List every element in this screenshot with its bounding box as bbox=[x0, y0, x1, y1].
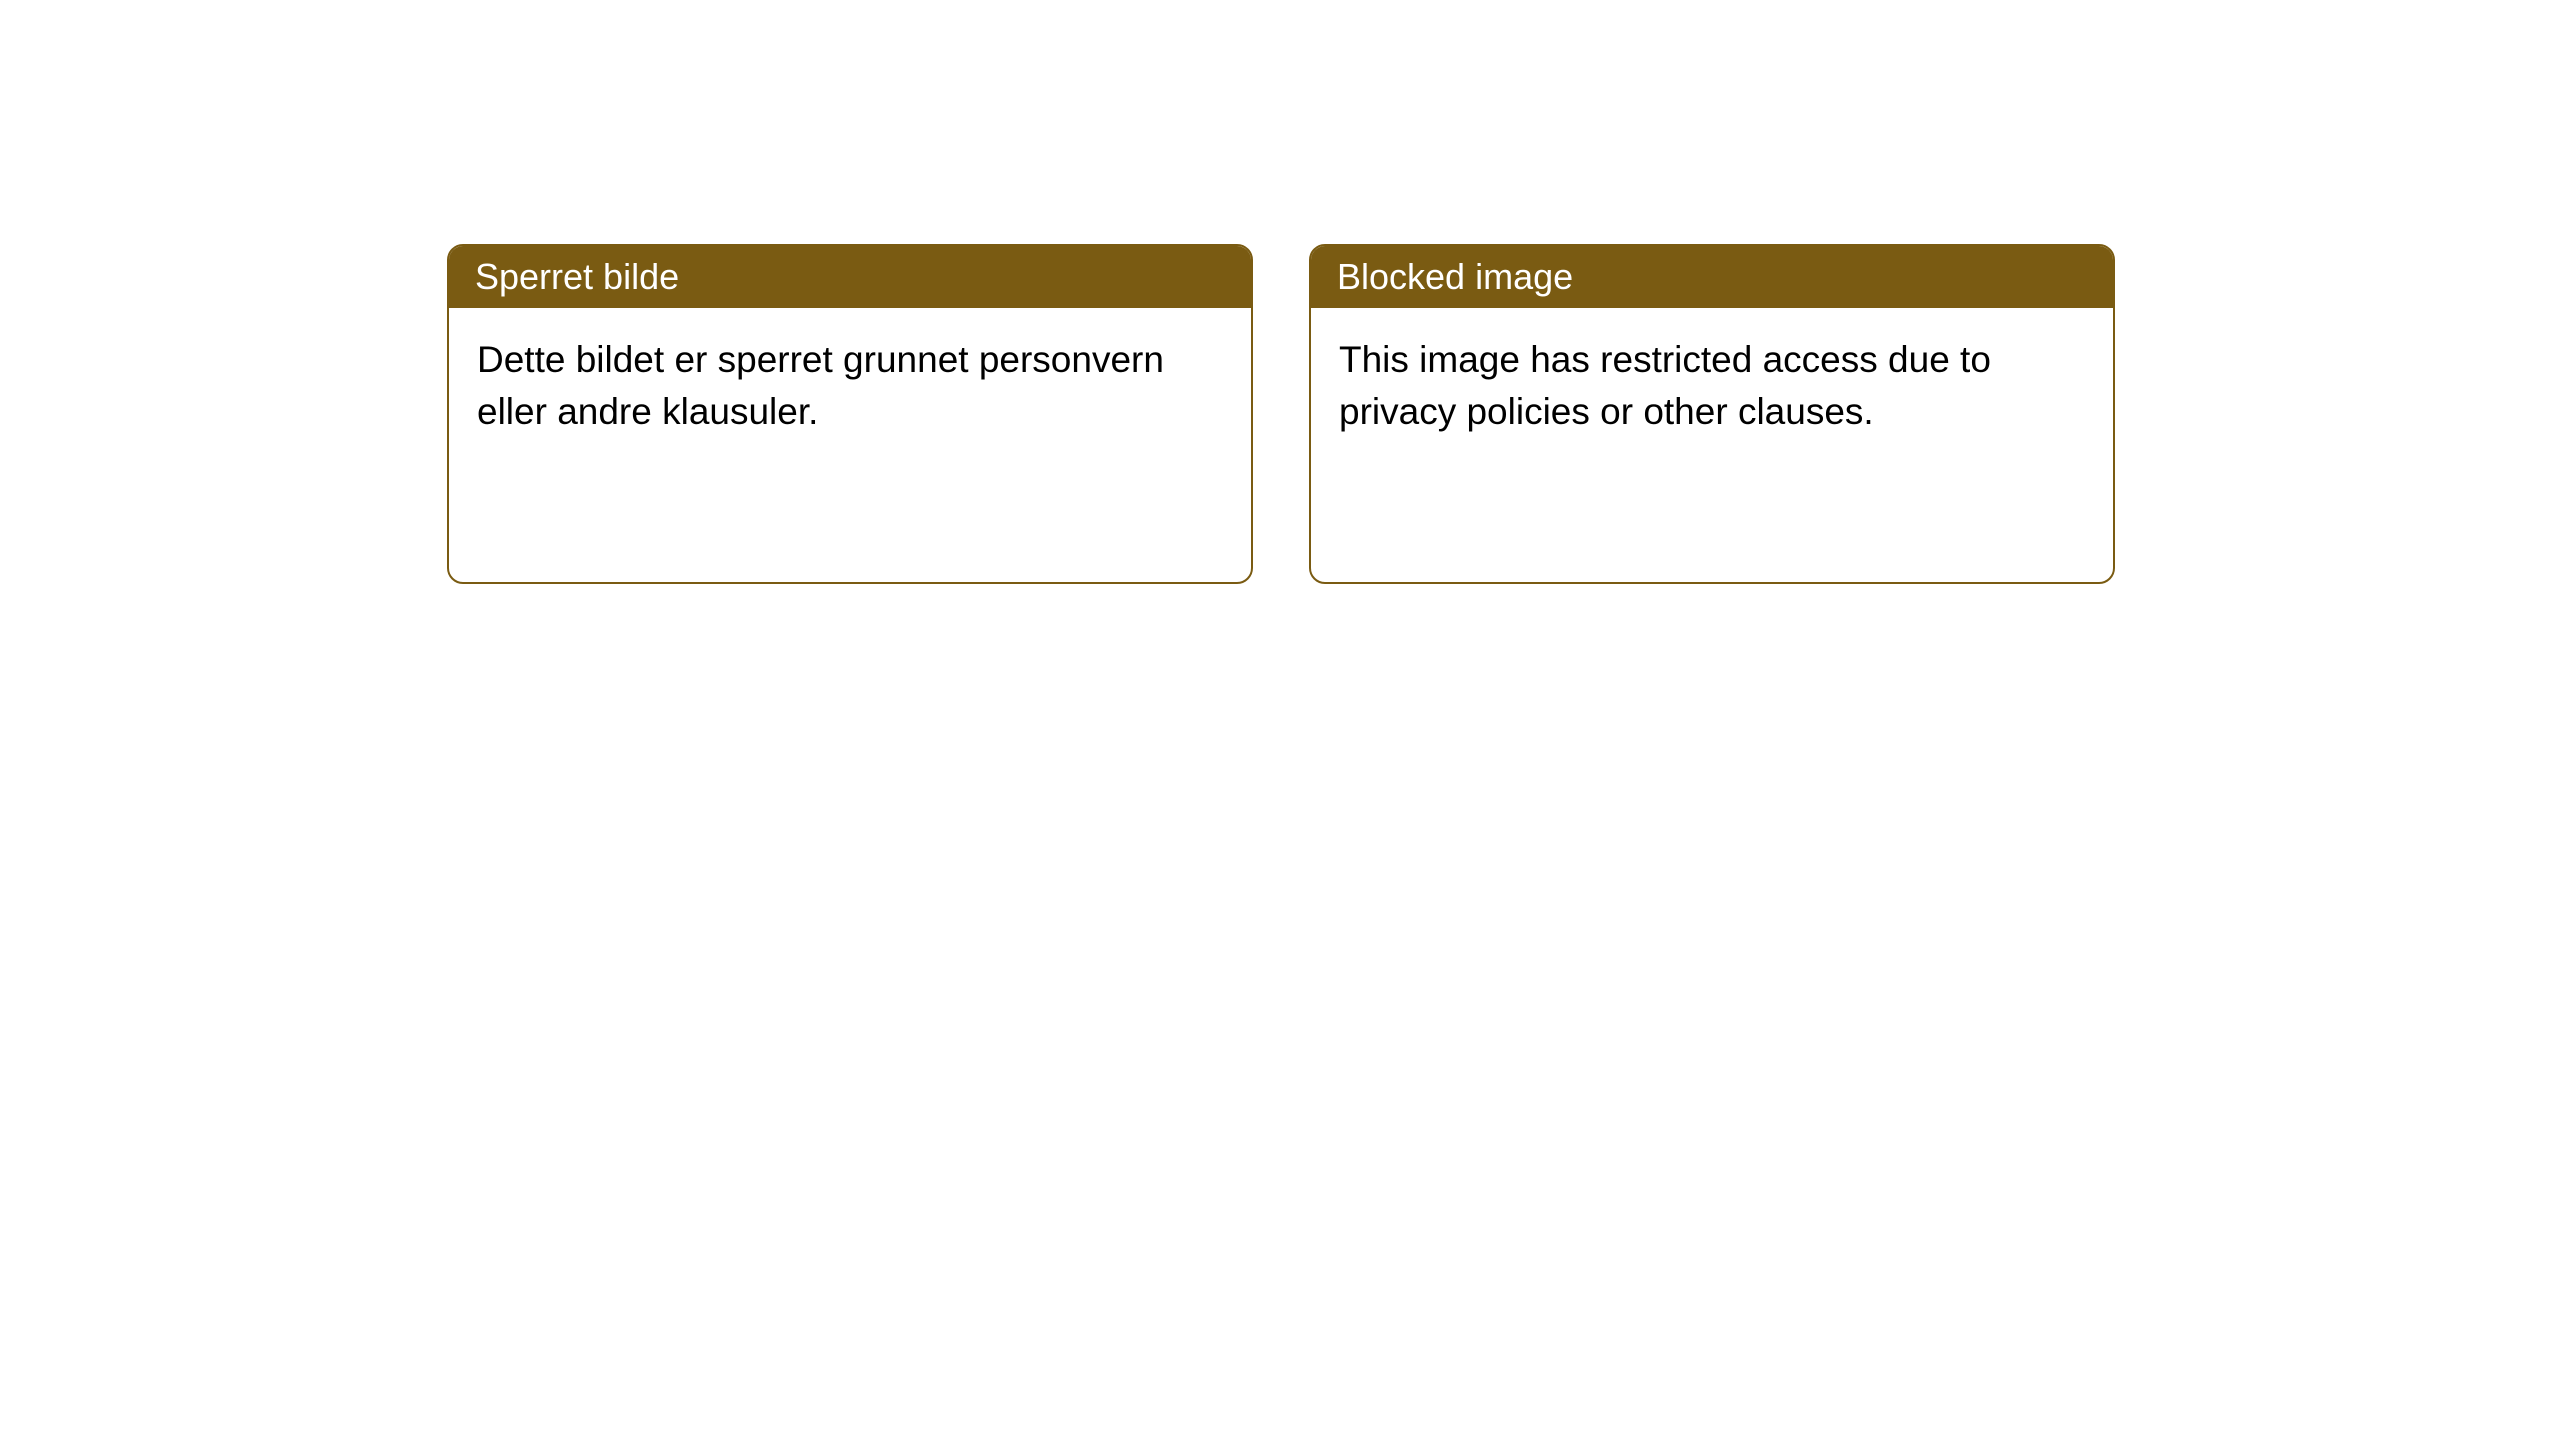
card-title-en: Blocked image bbox=[1337, 256, 1573, 297]
card-title-no: Sperret bilde bbox=[475, 256, 679, 297]
card-body-no: Dette bildet er sperret grunnet personve… bbox=[449, 308, 1251, 582]
card-english: Blocked image This image has restricted … bbox=[1309, 244, 2115, 584]
blocked-image-cards: Sperret bilde Dette bildet er sperret gr… bbox=[447, 244, 2115, 584]
card-body-en: This image has restricted access due to … bbox=[1311, 308, 2113, 582]
card-text-no: Dette bildet er sperret grunnet personve… bbox=[477, 339, 1164, 432]
card-norwegian: Sperret bilde Dette bildet er sperret gr… bbox=[447, 244, 1253, 584]
card-text-en: This image has restricted access due to … bbox=[1339, 339, 1991, 432]
card-header-en: Blocked image bbox=[1311, 246, 2113, 308]
card-header-no: Sperret bilde bbox=[449, 246, 1251, 308]
